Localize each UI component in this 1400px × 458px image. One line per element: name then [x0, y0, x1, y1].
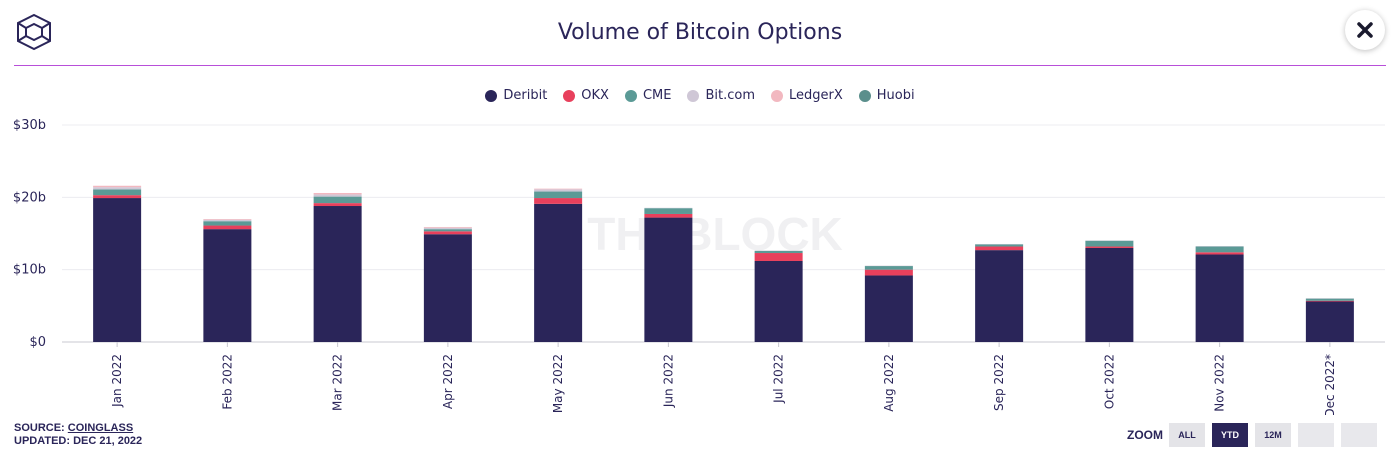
bar-okx-10 [1195, 252, 1244, 255]
legend-item-deribit[interactable]: Deribit [485, 88, 547, 103]
x-tick-label: Sep 2022 [992, 354, 1006, 411]
watermark-text: THEBLOCK [587, 208, 843, 260]
legend-marker [687, 89, 700, 102]
source-link[interactable]: COINGLASS [67, 422, 134, 434]
bar-bit-com-0 [93, 187, 142, 190]
bar-cme-9 [1085, 240, 1134, 247]
bar-deribit-6 [754, 260, 803, 342]
zoom-label: ZOOM [1127, 428, 1163, 442]
bar-cme-2 [313, 196, 362, 204]
close-button[interactable] [1345, 10, 1385, 50]
bar-deribit-7 [864, 275, 913, 342]
legend-marker [563, 89, 576, 102]
bar-okx-11 [1305, 300, 1354, 302]
bar-ledgerx-1 [203, 219, 252, 220]
bar-deribit-3 [423, 234, 472, 342]
legend-label: LedgerX [789, 88, 843, 103]
bar-okx-9 [1085, 246, 1134, 248]
x-tick-label: Jun 2022 [661, 354, 675, 408]
x-tick-label: Jan 2022 [110, 354, 124, 408]
x-tick-label: Nov 2022 [1213, 354, 1227, 412]
bar-okx-7 [864, 269, 913, 276]
legend-item-huobi[interactable]: Huobi [858, 88, 915, 103]
zoom-12m-button[interactable]: 12M [1255, 423, 1291, 447]
legend-item-bit-com[interactable]: Bit.com [687, 88, 755, 103]
bar-deribit-11 [1305, 301, 1354, 342]
legend-marker [858, 89, 871, 102]
bar-cme-5 [644, 208, 693, 214]
bar-bit-com-3 [423, 227, 472, 230]
x-tick-label: May 2022 [551, 354, 565, 413]
bar-okx-4 [534, 198, 583, 204]
bar-cme-8 [975, 244, 1024, 247]
bar-cme-4 [534, 191, 583, 199]
bar-cme-11 [1305, 298, 1354, 301]
bar-cme-1 [203, 221, 252, 226]
bar-cme-3 [423, 229, 472, 232]
x-tick-label: Dec 2022* [1323, 354, 1337, 415]
bar-okx-6 [754, 253, 803, 261]
legend-marker [771, 89, 784, 102]
legend-item-ledgerx[interactable]: LedgerX [771, 88, 843, 103]
legend-item-okx[interactable]: OKX [563, 88, 609, 103]
source-note: SOURCE: COINGLASS UPDATED: DEC 21, 2022 [14, 422, 142, 448]
zoom-ytd-button[interactable]: YTD [1212, 423, 1248, 447]
legend-label: OKX [581, 88, 609, 103]
bar-cme-0 [93, 189, 142, 196]
legend-label: Deribit [503, 88, 548, 103]
bar-ledgerx-0 [93, 185, 142, 188]
bar-deribit-8 [975, 250, 1024, 342]
legend-label: Huobi [876, 88, 915, 103]
y-tick-label: $10b [13, 263, 46, 278]
bar-deribit-0 [93, 198, 142, 342]
bar-cme-10 [1195, 246, 1244, 253]
zoom-controls: ZOOM ALL YTD 12M [1127, 423, 1384, 447]
zoom-all-button[interactable]: ALL [1169, 423, 1205, 447]
legend-marker [624, 89, 637, 102]
bar-okx-1 [203, 225, 252, 230]
legend-label: Bit.com [705, 88, 756, 103]
bar-ledgerx-3 [423, 226, 472, 228]
bar-okx-3 [423, 231, 472, 235]
x-tick-label: Mar 2022 [331, 354, 345, 411]
legend-item-cme[interactable]: CME [624, 88, 672, 103]
x-tick-label: Oct 2022 [1102, 354, 1116, 409]
the-block-logo-icon[interactable] [14, 12, 54, 52]
bar-okx-0 [93, 195, 142, 199]
y-tick-label: $20b [13, 190, 46, 205]
bar-deribit-1 [203, 229, 252, 342]
bar-deribit-9 [1085, 247, 1134, 342]
updated-date: UPDATED: DEC 21, 2022 [14, 435, 143, 447]
legend-label: CME [642, 88, 672, 103]
bar-okx-8 [975, 246, 1024, 251]
bar-okx-5 [644, 213, 693, 218]
bar-deribit-2 [313, 206, 362, 342]
bar-bit-com-1 [203, 219, 252, 222]
zoom-blank-button-2[interactable] [1341, 423, 1377, 447]
zoom-blank-button-1[interactable] [1298, 423, 1334, 447]
page-title: Volume of Bitcoin Options [557, 20, 843, 45]
y-tick-label: $30b [13, 118, 46, 133]
bar-deribit-4 [534, 203, 583, 342]
x-tick-label: Jul 2022 [772, 354, 786, 404]
bar-cme-6 [754, 250, 803, 254]
x-tick-label: Apr 2022 [441, 354, 455, 409]
close-icon [1357, 22, 1373, 38]
legend-marker [485, 89, 498, 102]
bar-okx-2 [313, 203, 362, 207]
bar-ledgerx-2 [313, 192, 362, 195]
bar-bit-com-4 [534, 189, 583, 192]
y-tick-label: $0 [29, 335, 46, 350]
bar-ledgerx-4 [534, 188, 583, 190]
bar-bit-com-2 [313, 194, 362, 197]
bar-cme-7 [864, 266, 913, 270]
source-prefix: SOURCE: [14, 422, 68, 434]
bar-deribit-10 [1195, 254, 1244, 342]
chart-legend: Deribit OKX CME Bit.com LedgerX Huobi [0, 88, 1400, 103]
x-tick-label: Aug 2022 [882, 354, 896, 412]
bar-deribit-5 [644, 217, 693, 342]
x-tick-label: Feb 2022 [220, 354, 234, 410]
header-divider [14, 65, 1386, 66]
stacked-bar-chart: THEBLOCK $0 $10b $20b $30b Jan 2022 Feb 2022 Ma… [13, 118, 1385, 415]
